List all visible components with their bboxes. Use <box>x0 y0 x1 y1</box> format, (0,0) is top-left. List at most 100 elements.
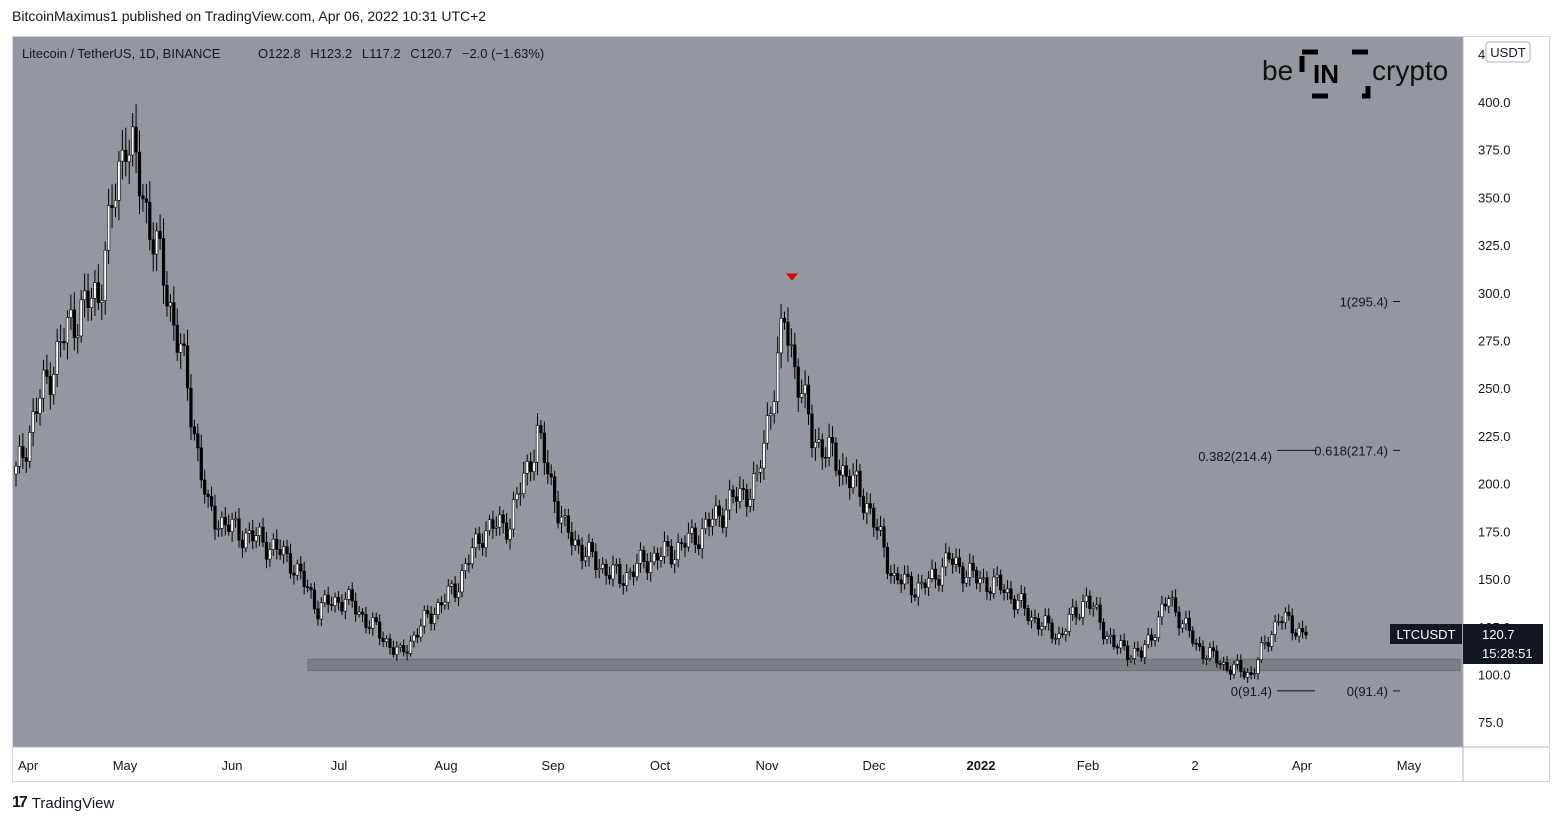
candle <box>1235 654 1239 670</box>
candle <box>522 461 526 499</box>
candle <box>1194 638 1198 651</box>
x-tick-12: Apr <box>1292 758 1313 773</box>
candle <box>405 645 409 661</box>
candle <box>223 506 227 536</box>
candle <box>717 499 721 527</box>
candle <box>336 591 341 611</box>
candle <box>580 537 584 570</box>
tradingview-footer[interactable]: 17 TradingView <box>12 794 114 812</box>
legend-l-label: L <box>362 46 369 61</box>
candle <box>155 222 159 272</box>
candle <box>1242 668 1246 680</box>
candle <box>1053 633 1058 645</box>
candle <box>93 269 97 317</box>
candle <box>721 507 725 534</box>
candle <box>168 293 172 322</box>
candle <box>995 566 999 587</box>
price-tag: 120.7 15:28:51 <box>1463 624 1543 664</box>
candle <box>532 449 536 481</box>
candle <box>679 538 684 551</box>
candle <box>1270 631 1274 651</box>
candle <box>343 592 347 620</box>
y-tick-7: 250.0 <box>1478 381 1511 396</box>
candle <box>165 271 169 317</box>
candle <box>714 495 718 526</box>
candle <box>1184 610 1188 631</box>
candle <box>31 398 35 447</box>
candle <box>693 522 697 553</box>
y-tick-6: 275.0 <box>1478 333 1511 348</box>
candle <box>1101 618 1106 645</box>
candle <box>800 379 804 404</box>
chart-frame[interactable] <box>12 36 1550 782</box>
candle <box>1119 634 1123 654</box>
candle <box>570 522 574 556</box>
candle <box>450 580 454 595</box>
candle <box>1228 665 1233 681</box>
candle <box>175 308 179 361</box>
candle <box>535 413 540 476</box>
candle <box>1225 656 1229 673</box>
candle <box>1283 607 1288 630</box>
candle <box>59 324 63 358</box>
x-tick-2: Jun <box>222 758 243 773</box>
x-tick-10: Feb <box>1077 758 1099 773</box>
candle <box>398 642 402 653</box>
candle <box>902 565 907 590</box>
candle <box>525 454 529 486</box>
candle <box>213 494 217 540</box>
candle <box>577 534 581 555</box>
candle <box>288 543 293 579</box>
candle <box>158 214 162 250</box>
currency-badge[interactable]: USDT <box>1485 41 1531 63</box>
candle <box>556 490 560 529</box>
candle <box>412 631 416 648</box>
fib-label-1: 0.618(217.4) <box>1314 443 1388 458</box>
candle <box>137 130 142 215</box>
candle <box>1153 633 1157 647</box>
candle <box>1167 595 1171 614</box>
candle <box>1108 627 1113 644</box>
candle <box>951 552 955 574</box>
candle <box>988 587 992 601</box>
candle <box>21 433 25 469</box>
candle <box>511 491 516 537</box>
candle <box>1043 608 1047 631</box>
candle <box>1026 604 1030 625</box>
candle <box>1057 626 1061 646</box>
candle <box>326 586 330 613</box>
x-tick-9: 2022 <box>967 758 996 773</box>
candle <box>1259 636 1263 663</box>
candle <box>1201 640 1205 665</box>
candle <box>734 487 739 514</box>
candle <box>820 433 824 470</box>
candle <box>244 528 248 553</box>
candle <box>508 518 512 550</box>
candle <box>76 324 80 354</box>
candle <box>844 456 848 485</box>
candle <box>559 506 564 534</box>
candle <box>724 498 728 538</box>
candle <box>1222 656 1226 671</box>
candle <box>752 461 756 511</box>
candle <box>323 589 327 608</box>
candle <box>975 566 979 590</box>
candle <box>330 596 334 611</box>
candle <box>470 538 474 569</box>
candle <box>841 453 845 486</box>
symbol-label: LTCUSDT <box>1397 627 1456 642</box>
candle <box>1177 606 1181 636</box>
candle <box>347 586 351 606</box>
candle <box>830 426 835 457</box>
candle <box>1273 614 1277 642</box>
candle <box>14 461 18 487</box>
candle <box>1077 613 1082 621</box>
candle <box>638 542 643 573</box>
time-axis-background[interactable] <box>13 747 1463 781</box>
candle <box>1304 625 1308 640</box>
candle <box>789 328 793 358</box>
candle <box>985 571 989 600</box>
candle <box>1029 610 1034 629</box>
beincrypto-logo: be IN crypto <box>1262 49 1448 99</box>
